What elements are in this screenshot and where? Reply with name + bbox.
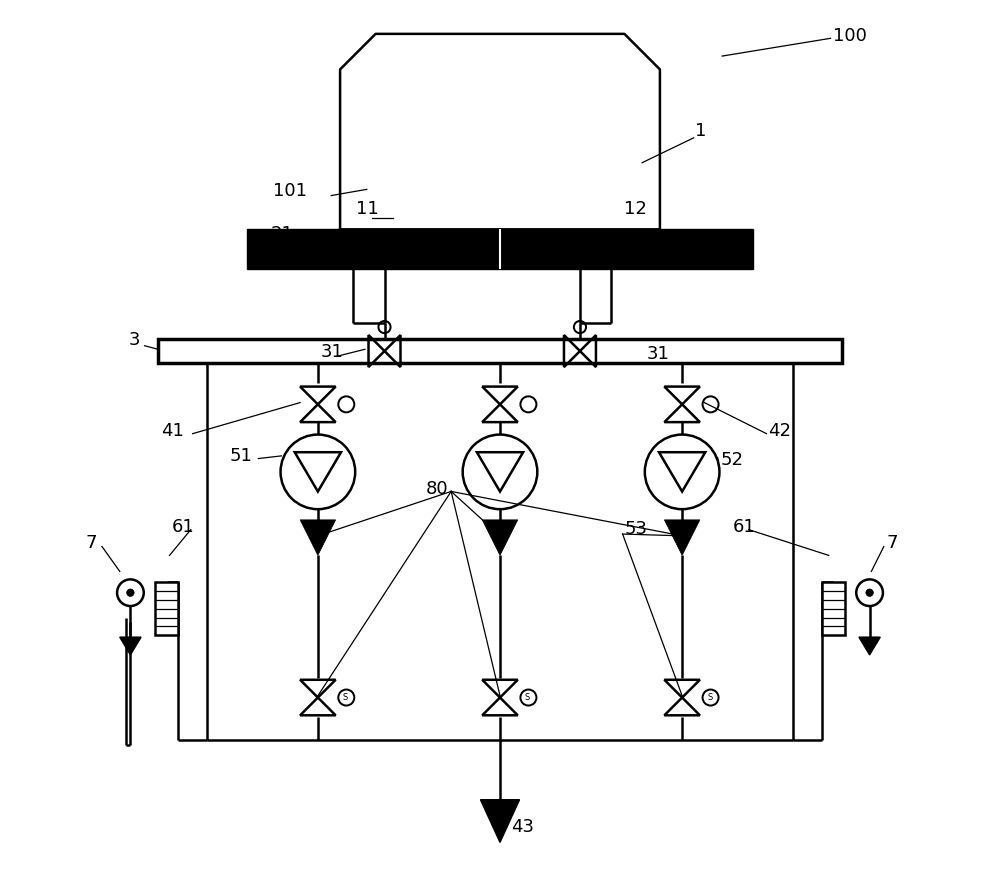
Text: 61: 61 — [733, 518, 756, 536]
Text: 100: 100 — [833, 27, 867, 45]
Text: 80: 80 — [425, 480, 448, 498]
Circle shape — [856, 579, 883, 606]
Text: S: S — [343, 693, 348, 702]
Circle shape — [463, 434, 537, 510]
Text: 1: 1 — [695, 122, 707, 140]
Polygon shape — [482, 519, 518, 555]
Polygon shape — [480, 800, 520, 842]
Text: 41: 41 — [161, 422, 183, 440]
Text: 42: 42 — [768, 422, 791, 440]
Text: 7: 7 — [85, 534, 97, 552]
Text: 22: 22 — [667, 232, 690, 249]
Polygon shape — [859, 637, 880, 655]
Circle shape — [127, 589, 134, 596]
Bar — [822, 582, 845, 636]
Bar — [247, 230, 753, 269]
Polygon shape — [664, 519, 700, 555]
Polygon shape — [120, 637, 141, 655]
Text: 43: 43 — [511, 818, 534, 836]
Text: 53: 53 — [624, 519, 647, 537]
Text: 3: 3 — [129, 332, 140, 350]
Circle shape — [281, 434, 355, 510]
Text: 52: 52 — [720, 451, 743, 469]
Text: 31: 31 — [321, 342, 343, 361]
Polygon shape — [300, 519, 336, 555]
Text: 51: 51 — [230, 447, 253, 465]
Text: 7: 7 — [886, 534, 898, 552]
Text: 12: 12 — [624, 199, 647, 218]
Circle shape — [645, 434, 719, 510]
Text: S: S — [707, 693, 712, 702]
Circle shape — [117, 579, 144, 606]
Bar — [155, 582, 178, 636]
Text: 101: 101 — [273, 182, 307, 200]
Text: S: S — [525, 693, 530, 702]
Text: 21: 21 — [271, 224, 294, 242]
Bar — [158, 339, 842, 364]
Text: 31: 31 — [647, 345, 669, 364]
Text: 61: 61 — [171, 518, 194, 536]
Text: 11: 11 — [356, 199, 379, 218]
Circle shape — [866, 589, 873, 596]
